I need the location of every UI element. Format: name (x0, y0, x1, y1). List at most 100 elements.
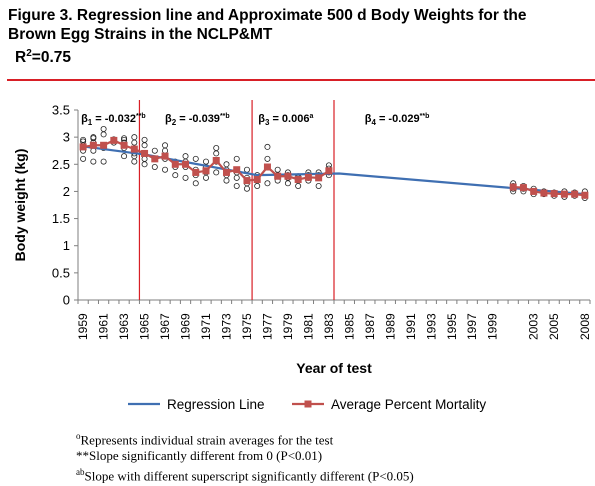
strain-point (80, 155, 87, 162)
average-series-point (89, 141, 97, 149)
average-series-point (141, 149, 149, 157)
average-series-point (171, 160, 179, 168)
y-axis-title: Body weight (kg) (12, 149, 28, 262)
strain-point (192, 180, 199, 187)
strain-point (131, 158, 138, 165)
average-series-point (212, 156, 220, 164)
strain-point (80, 136, 87, 143)
y-tick-label: 3 (63, 130, 70, 145)
x-tick-label: 1973 (219, 313, 233, 340)
strain-point (233, 174, 240, 181)
slope-label: β1 = -0.032**b (81, 113, 146, 127)
x-tick-label: 1985 (342, 313, 356, 340)
legend-label-average: Average Percent Mortality (331, 397, 486, 412)
strain-point (264, 143, 271, 150)
strain-point (202, 158, 209, 165)
strain-point (233, 182, 240, 189)
strain-point (131, 139, 138, 146)
footnote-circle: oRepresents individual strain averages f… (76, 428, 414, 448)
average-series-point (284, 172, 292, 180)
x-tick-label: 1991 (404, 313, 418, 340)
average-series-point (325, 167, 333, 175)
average-series-point (192, 168, 200, 176)
strain-point (151, 163, 158, 170)
strain-point (90, 158, 97, 165)
footnote-superscript-text: Slope with different superscript signifi… (84, 468, 414, 484)
strain-point (213, 169, 220, 176)
x-tick-label: 1995 (445, 313, 459, 340)
strain-point (223, 161, 230, 168)
footnote-circle-text: Represents individual strain averages fo… (80, 432, 334, 448)
strain-point (213, 144, 220, 151)
legend-marker-average (304, 400, 312, 408)
average-series-point (120, 141, 128, 149)
slope-label: β2 = -0.039**b (165, 113, 230, 127)
slope-label: β4 = -0.029**b (365, 113, 430, 127)
average-series-point (243, 177, 251, 185)
strain-point (325, 162, 332, 169)
footnote-superscript-sup: ab (76, 467, 85, 478)
r-squared-sup: 2 (26, 48, 32, 59)
r-squared-prefix: R (15, 49, 27, 67)
strain-point (182, 153, 189, 160)
x-tick-label: 1969 (179, 313, 193, 340)
strain-point (202, 174, 209, 181)
average-series-point (509, 183, 517, 191)
strain-point (243, 166, 250, 173)
strain-point (233, 155, 240, 162)
y-tick-label: 2.5 (52, 157, 70, 172)
footnote-superscript: abSlope with different superscript signi… (76, 464, 414, 484)
average-series-point (560, 190, 568, 198)
strain-point (151, 147, 158, 154)
x-tick-label: 1989 (383, 313, 397, 340)
x-tick-label: 1997 (465, 313, 479, 340)
x-tick-label: 1959 (76, 313, 90, 340)
average-series-point (79, 143, 87, 151)
r-squared-value: =0.75 (31, 49, 71, 67)
strain-point (264, 155, 271, 162)
regression-line (82, 145, 585, 196)
footnote-circle-sup: o (76, 431, 81, 441)
average-series-point (294, 175, 302, 183)
average-series-point (304, 173, 312, 181)
figure-title-line2: Brown Egg Strains in the NCLP&MT (8, 26, 273, 43)
strain-point (131, 134, 138, 141)
footnotes: oRepresents individual strain averages f… (76, 428, 414, 485)
average-series-point (540, 189, 548, 197)
strain-point (182, 174, 189, 181)
figure-title-line1: Figure 3. Regression line and Approximat… (8, 7, 527, 24)
strain-point (315, 182, 322, 189)
x-tick-label: 2005 (547, 313, 561, 340)
x-tick-label: 2008 (578, 313, 592, 340)
strain-point (223, 177, 230, 184)
average-series-point (571, 190, 579, 198)
average-series-point (263, 163, 271, 171)
strain-point (100, 126, 107, 133)
average-series-point (161, 152, 169, 160)
title-divider (7, 79, 595, 81)
x-tick-label: 1975 (240, 313, 254, 340)
y-tick-label: 3.5 (52, 103, 70, 118)
average-series-point (222, 168, 230, 176)
strain-point (295, 182, 302, 189)
x-tick-label: 1979 (281, 313, 295, 340)
x-tick-label: 1971 (199, 313, 213, 340)
y-tick-label: 1 (63, 238, 70, 253)
strain-point (284, 180, 291, 187)
strain-point (100, 131, 107, 138)
strain-point (213, 150, 220, 157)
strain-point (172, 172, 179, 179)
x-axis-title: Year of test (296, 360, 372, 376)
average-series-point (130, 145, 138, 153)
average-series-point (581, 191, 589, 199)
legend-label-regression: Regression Line (167, 397, 265, 412)
strain-point (162, 166, 169, 173)
x-tick-label: 1961 (97, 313, 111, 340)
strain-point (121, 135, 128, 142)
strain-point (254, 182, 261, 189)
strain-point (100, 158, 107, 165)
x-tick-label: 1987 (363, 313, 377, 340)
x-tick-label: 1983 (322, 313, 336, 340)
strain-point (162, 147, 169, 154)
